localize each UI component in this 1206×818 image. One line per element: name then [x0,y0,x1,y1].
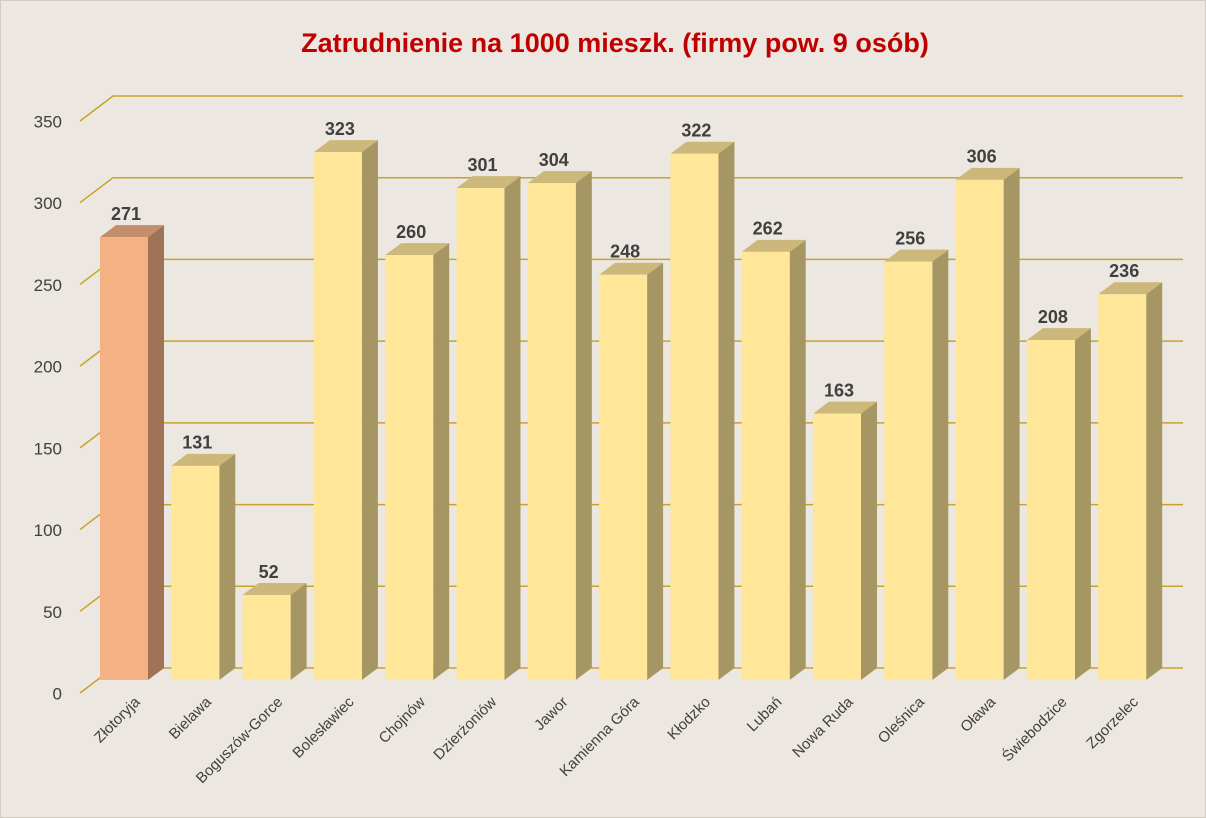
bar-top [171,453,236,466]
data-label: 322 [681,121,711,141]
bar-side [219,453,236,680]
data-label: 306 [967,147,997,167]
data-label: 131 [182,433,212,453]
bar-top [813,401,877,414]
data-label: 271 [111,204,141,224]
data-label: 256 [895,228,925,248]
bar-side [861,401,877,680]
bar-top [884,249,949,262]
bar [527,183,576,681]
data-label: 304 [539,150,569,170]
bar [313,152,362,680]
bar-side [361,140,378,680]
y-tick-label: 350 [34,112,62,131]
bar-top [456,176,521,189]
grid-line [79,176,1183,204]
data-label: 260 [396,222,426,242]
data-label: 248 [610,241,640,261]
bar-top [599,262,664,275]
bar [955,179,1004,680]
bar-top [1026,328,1091,341]
bar [813,413,861,680]
bar-side [718,141,735,680]
bar-side [1146,282,1163,680]
bar-side [1074,328,1091,680]
bar-side [290,583,307,680]
grid-line [79,95,1183,122]
data-label: 208 [1038,307,1068,327]
bar-top [1098,282,1163,295]
bar [1026,340,1075,680]
bar-top [100,225,164,238]
bar-top [670,141,735,154]
bar [599,274,648,680]
bar-side [504,176,521,680]
bar-side [148,225,164,680]
y-tick-label: 300 [34,194,62,213]
bar [242,595,291,680]
bar [456,188,505,680]
data-label: 236 [1109,261,1139,281]
bar [171,465,220,680]
bar-side [1003,167,1020,680]
bar [385,255,434,681]
bar [1098,294,1147,680]
bar [670,153,719,680]
bar-top [385,243,450,256]
y-tick-label: 0 [53,684,62,703]
bar [884,261,933,680]
bar-side [433,243,450,681]
bar-top [242,583,307,596]
y-tick-label: 150 [34,439,62,458]
bar-top [313,140,378,153]
y-tick-label: 100 [34,521,62,540]
bar-side [575,171,592,681]
y-tick-label: 250 [34,276,62,295]
bar-top [955,167,1020,180]
data-label: 163 [824,380,854,400]
bar-top [741,239,806,252]
bar [741,251,790,680]
data-label: 323 [325,119,355,139]
bar [100,237,148,680]
bar-side [789,239,806,680]
data-label: 262 [753,219,783,239]
chart-title: Zatrudnienie na 1000 mieszk. (firmy pow.… [301,28,929,58]
bar-side [932,249,949,680]
bar-side [647,262,664,680]
y-tick-label: 200 [34,358,62,377]
y-tick-label: 50 [43,603,62,622]
bar-top [527,171,592,184]
data-label: 52 [259,562,279,582]
data-label: 301 [467,155,497,175]
